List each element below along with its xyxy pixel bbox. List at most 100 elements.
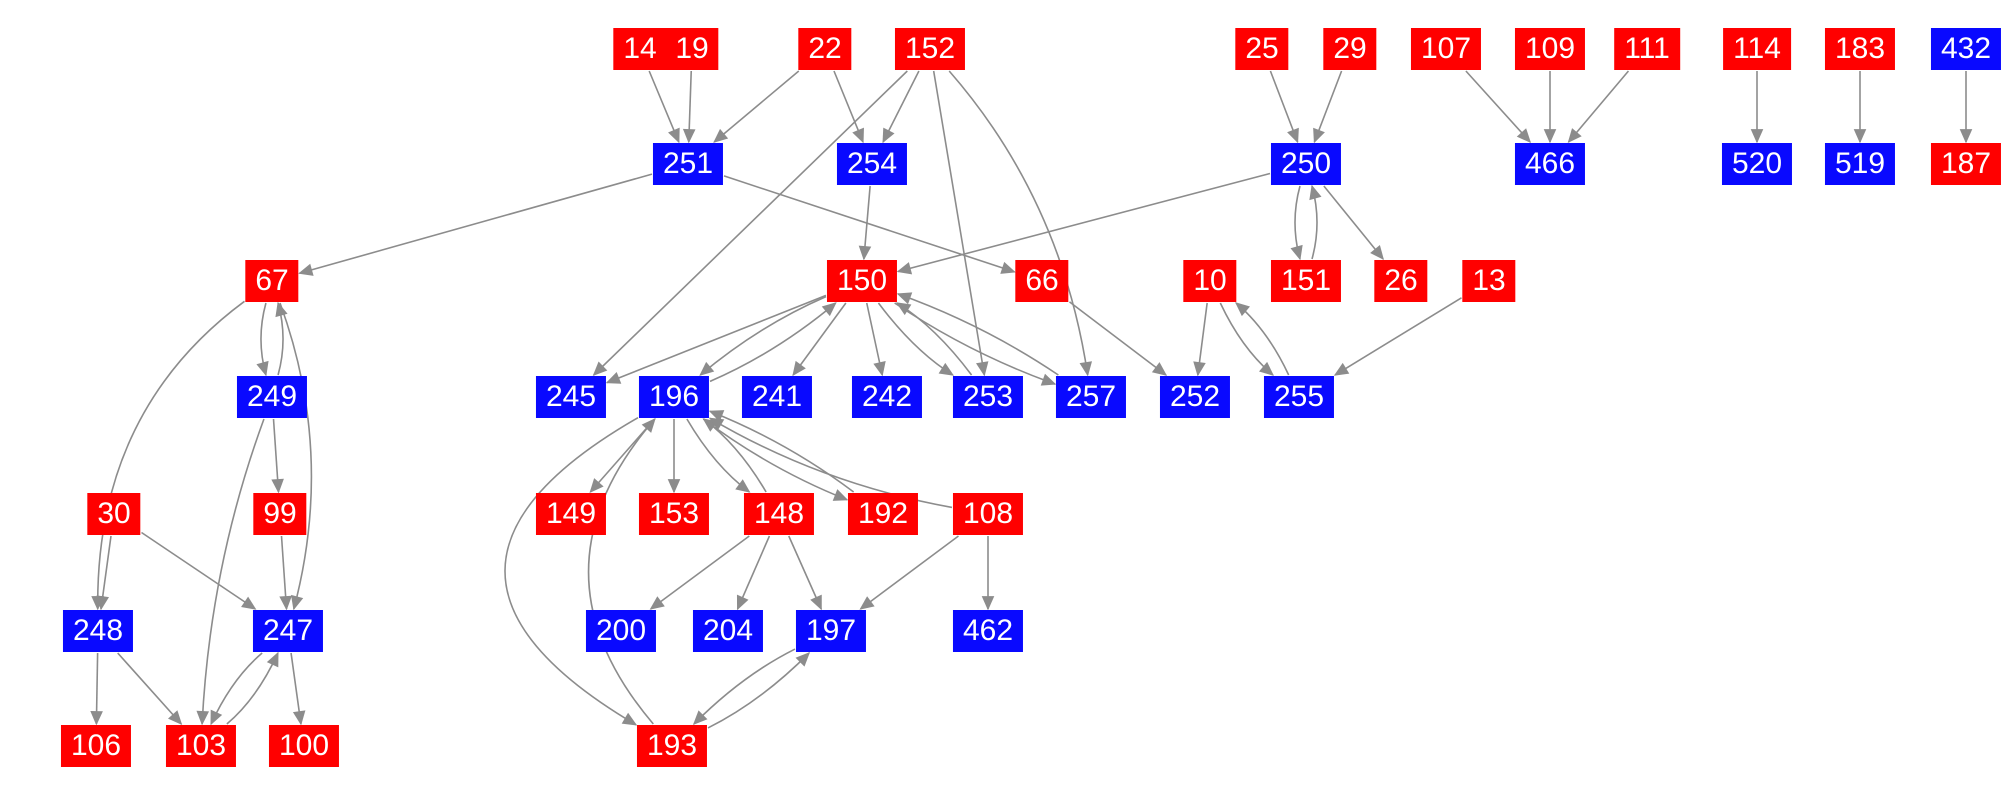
edge-103-to-247 (226, 651, 279, 725)
edge-152-to-254 (882, 70, 920, 144)
graph-node-111[interactable]: 111 (1614, 28, 1680, 70)
edge-150-to-196 (699, 295, 827, 376)
edge-148-to-197 (788, 535, 822, 611)
edge-196-to-193 (504, 416, 639, 726)
graph-node-255[interactable]: 255 (1263, 376, 1335, 418)
graph-node-107[interactable]: 107 (1410, 28, 1482, 70)
edge-253-to-150 (895, 302, 973, 376)
edge-193-to-197 (707, 652, 811, 729)
graph-node-26[interactable]: 26 (1374, 260, 1428, 302)
graph-node-249[interactable]: 249 (236, 376, 308, 418)
edge-193-to-196 (587, 417, 656, 725)
graph-node-30[interactable]: 30 (87, 493, 141, 535)
graph-node-247[interactable]: 247 (252, 610, 324, 652)
graph-node-103[interactable]: 103 (165, 725, 237, 767)
edge-10-to-255 (1219, 302, 1274, 376)
edge-19-to-251 (682, 70, 696, 144)
edge-248-to-103 (117, 652, 183, 726)
graph-node-462[interactable]: 462 (952, 610, 1024, 652)
edge-249-to-103 (196, 418, 265, 726)
edge-13-to-255 (1333, 297, 1462, 376)
graph-node-253[interactable]: 253 (952, 376, 1024, 418)
edge-257-to-150 (896, 292, 1059, 376)
graph-node-148[interactable]: 148 (743, 493, 815, 535)
graph-node-19[interactable]: 19 (665, 28, 719, 70)
graph-node-108[interactable]: 108 (952, 493, 1024, 535)
graph-node-183[interactable]: 183 (1824, 28, 1896, 70)
graph-node-66[interactable]: 66 (1015, 260, 1069, 302)
edge-66-to-252 (1069, 301, 1168, 376)
edge-22-to-254 (833, 70, 864, 144)
edge-152-to-245 (592, 70, 908, 376)
edge-251-to-66 (723, 175, 1016, 274)
edge-111-to-466 (1567, 70, 1630, 144)
edge-10-to-252 (1193, 302, 1208, 377)
graph-node-114[interactable]: 114 (1723, 28, 1791, 70)
edge-247-to-103 (210, 652, 263, 726)
edge-29-to-250 (1313, 70, 1343, 144)
graph-node-187[interactable]: 187 (1930, 143, 2002, 185)
graph-node-13[interactable]: 13 (1462, 260, 1516, 302)
graph-node-196[interactable]: 196 (638, 376, 710, 418)
graph-node-150[interactable]: 150 (826, 260, 898, 302)
graph-node-22[interactable]: 22 (798, 28, 852, 70)
edge-14-to-251 (648, 70, 680, 144)
edge-30-to-247 (141, 531, 257, 610)
graph-node-192[interactable]: 192 (847, 493, 919, 535)
edge-250-to-150 (896, 172, 1271, 275)
edge-67-to-247 (279, 302, 313, 611)
edge-255-to-10 (1235, 302, 1290, 376)
graph-node-197[interactable]: 197 (795, 610, 867, 652)
graph-node-200[interactable]: 200 (585, 610, 657, 652)
graph-node-257[interactable]: 257 (1055, 376, 1127, 418)
graph-node-100[interactable]: 100 (268, 725, 340, 767)
edge-25-to-250 (1269, 70, 1299, 144)
graph-node-109[interactable]: 109 (1514, 28, 1586, 70)
graph-node-151[interactable]: 151 (1270, 260, 1342, 302)
edge-196-to-192 (702, 418, 849, 501)
edge-22-to-251 (713, 70, 800, 143)
graph-node-99[interactable]: 99 (253, 493, 307, 535)
edge-108-to-197 (859, 535, 959, 610)
edge-254-to-150 (858, 185, 872, 261)
graph-node-29[interactable]: 29 (1323, 28, 1377, 70)
edge-196-to-150 (709, 302, 837, 383)
graph-node-519[interactable]: 519 (1824, 143, 1896, 185)
edge-197-to-193 (692, 648, 796, 725)
graph-node-193[interactable]: 193 (636, 725, 708, 767)
edge-249-to-99 (271, 418, 284, 494)
edge-107-to-466 (1465, 70, 1532, 144)
edge-99-to-247 (279, 535, 292, 611)
graph-node-241[interactable]: 241 (741, 376, 813, 418)
graph-node-248[interactable]: 248 (62, 610, 134, 652)
graph-node-242[interactable]: 242 (851, 376, 923, 418)
edge-250-to-26 (1323, 185, 1384, 261)
graph-node-254[interactable]: 254 (836, 143, 908, 185)
edge-150-to-245 (605, 294, 827, 384)
graph-node-14[interactable]: 14 (613, 28, 667, 70)
graph-node-10[interactable]: 10 (1183, 260, 1237, 302)
edge-108-to-196 (708, 417, 953, 509)
graph-node-152[interactable]: 152 (894, 28, 966, 70)
graph-node-252[interactable]: 252 (1159, 376, 1231, 418)
edge-150-to-241 (792, 302, 847, 377)
graph-node-204[interactable]: 204 (692, 610, 764, 652)
graph-node-245[interactable]: 245 (535, 376, 607, 418)
edge-151-to-250 (1309, 184, 1322, 260)
graph-node-25[interactable]: 25 (1235, 28, 1289, 70)
graph-node-153[interactable]: 153 (638, 493, 710, 535)
graph-node-149[interactable]: 149 (535, 493, 607, 535)
graph-node-432[interactable]: 432 (1930, 28, 2002, 70)
graph-node-250[interactable]: 250 (1270, 143, 1342, 185)
graph-node-67[interactable]: 67 (245, 260, 299, 302)
edge-148-to-204 (736, 535, 771, 611)
graph-node-520[interactable]: 520 (1721, 143, 1793, 185)
graph-node-466[interactable]: 466 (1514, 143, 1586, 185)
graph-node-251[interactable]: 251 (652, 143, 724, 185)
edge-67-to-248 (91, 300, 245, 611)
edge-196-to-148 (686, 418, 751, 493)
graph-node-106[interactable]: 106 (60, 725, 132, 767)
edge-152-to-253 (932, 70, 989, 377)
